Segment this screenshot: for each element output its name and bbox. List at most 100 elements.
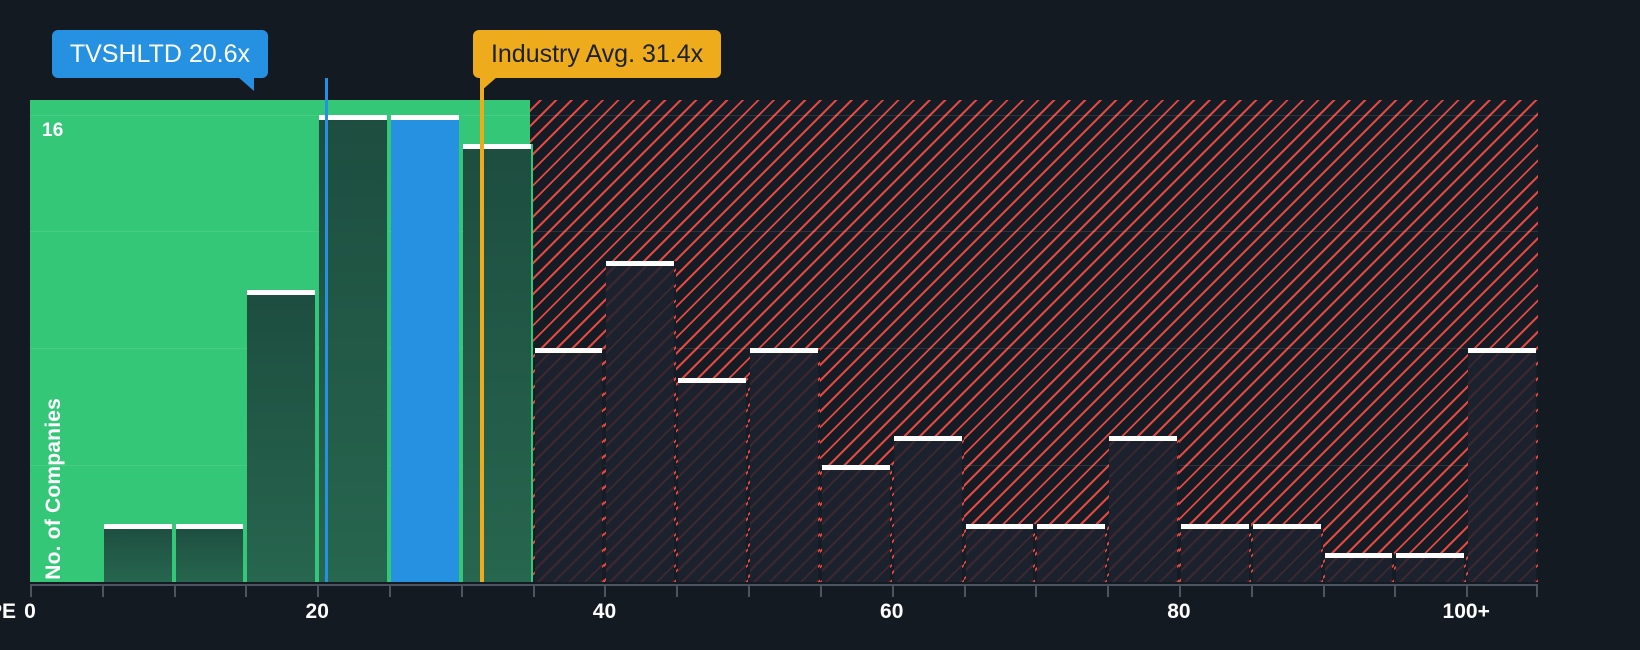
x-axis-tick bbox=[1107, 584, 1110, 597]
bar-body bbox=[965, 523, 1034, 582]
company-callout[interactable]: TVSHLTD 20.6x bbox=[51, 30, 268, 91]
overvalued-zone bbox=[530, 100, 1538, 582]
histogram-bar[interactable] bbox=[1037, 523, 1107, 583]
x-axis-tick-label: 40 bbox=[592, 600, 617, 623]
x-axis-tick-label: 0 bbox=[24, 600, 36, 623]
bar-top-cap bbox=[319, 114, 388, 120]
histogram-bar[interactable] bbox=[103, 523, 174, 583]
bar-top-cap bbox=[1109, 435, 1177, 441]
bar-body bbox=[175, 523, 244, 582]
histogram-bar[interactable] bbox=[821, 465, 892, 582]
x-axis-tick-label: 100+ bbox=[1442, 600, 1490, 623]
bar-body bbox=[462, 143, 531, 582]
x-axis-tick-labels: 0 20 40 60 80 100+ bbox=[0, 600, 1640, 640]
bar-top-cap bbox=[391, 114, 459, 120]
x-axis-tick bbox=[963, 584, 966, 597]
industry-callout-label: Industry Avg. 31.4x bbox=[490, 39, 704, 68]
x-axis-tick bbox=[101, 584, 104, 597]
x-axis-tick bbox=[1394, 584, 1397, 597]
bar-top-cap bbox=[247, 289, 316, 295]
x-axis-tick bbox=[891, 584, 894, 597]
bar-body bbox=[103, 523, 172, 582]
histogram-bar[interactable] bbox=[1396, 552, 1466, 583]
histogram-bar[interactable] bbox=[893, 435, 964, 583]
histogram-bar[interactable] bbox=[391, 114, 461, 583]
histogram-bar[interactable] bbox=[462, 143, 533, 583]
bar-top-cap bbox=[103, 523, 172, 529]
x-axis-tick bbox=[1035, 584, 1038, 597]
callout-tail bbox=[480, 77, 497, 91]
x-axis-tick bbox=[676, 584, 679, 597]
histogram-bar[interactable] bbox=[175, 523, 246, 583]
bar-top-cap bbox=[1180, 523, 1249, 529]
gridline bbox=[30, 114, 1538, 116]
bar-body bbox=[1180, 523, 1249, 582]
bar-top-cap bbox=[462, 143, 531, 149]
bar-body bbox=[750, 348, 818, 582]
bar-body bbox=[1468, 348, 1536, 582]
bars-layer bbox=[30, 100, 1538, 583]
histogram-bar[interactable] bbox=[534, 348, 605, 582]
x-axis-tick bbox=[30, 584, 32, 597]
bar-top-cap bbox=[821, 465, 890, 471]
bar-body bbox=[319, 114, 388, 582]
x-axis-tick bbox=[748, 584, 751, 597]
bar-top-cap bbox=[1396, 552, 1465, 558]
company-callout-label: TVSHLTD 20.6x bbox=[69, 39, 250, 68]
bar-top-cap bbox=[965, 523, 1034, 529]
x-axis-tick bbox=[1178, 584, 1181, 597]
bar-body bbox=[1109, 435, 1177, 582]
x-axis-tick-label: 80 bbox=[1167, 600, 1191, 623]
x-axis-tick-label: 60 bbox=[880, 600, 904, 623]
gridline bbox=[30, 231, 1538, 233]
x-axis-tick bbox=[604, 584, 607, 597]
histogram-bar[interactable] bbox=[750, 348, 820, 582]
histogram-bar[interactable] bbox=[606, 260, 677, 583]
bar-top-cap bbox=[1252, 523, 1321, 529]
histogram-bar[interactable] bbox=[1252, 523, 1323, 583]
bar-body bbox=[893, 435, 962, 582]
x-axis-tick bbox=[317, 584, 320, 597]
histogram-bar[interactable] bbox=[1468, 348, 1538, 582]
x-axis-tick bbox=[1466, 584, 1469, 597]
histogram-bar[interactable] bbox=[1109, 435, 1179, 583]
bar-top-cap bbox=[678, 377, 747, 383]
company-marker-line bbox=[324, 78, 328, 582]
x-axis-line bbox=[30, 584, 1538, 597]
bar-body bbox=[247, 289, 316, 582]
histogram-bar[interactable] bbox=[1180, 523, 1251, 583]
x-axis-tick bbox=[1250, 584, 1253, 597]
x-axis-tick bbox=[245, 584, 248, 597]
x-axis-tick bbox=[173, 584, 176, 597]
histogram-bar[interactable] bbox=[965, 523, 1036, 583]
bar-body bbox=[1252, 523, 1321, 582]
bar-top-cap bbox=[1324, 552, 1393, 558]
x-axis-prefix-label: PE bbox=[0, 600, 16, 623]
x-axis-tick bbox=[389, 584, 392, 597]
industry-callout[interactable]: Industry Avg. 31.4x bbox=[472, 30, 722, 91]
bar-top-cap bbox=[175, 523, 244, 529]
x-axis-tick bbox=[532, 584, 535, 597]
bar-body bbox=[821, 465, 890, 582]
histogram-bar[interactable] bbox=[247, 289, 318, 583]
bar-top-cap bbox=[1037, 523, 1106, 529]
histogram-bar[interactable] bbox=[678, 377, 748, 583]
bar-body bbox=[1037, 523, 1106, 582]
bar-body bbox=[534, 348, 603, 582]
bar-top-cap bbox=[750, 348, 818, 354]
callout-tail bbox=[238, 77, 254, 91]
plot-area: 16 No. of Companies bbox=[30, 100, 1538, 583]
bar-top-cap bbox=[606, 260, 675, 266]
x-axis-tick bbox=[460, 584, 463, 597]
y-axis-top-value: 16 bbox=[42, 120, 64, 141]
x-axis-tick-label: 20 bbox=[305, 600, 329, 623]
histogram-bar[interactable] bbox=[1324, 552, 1395, 583]
y-axis-title: No. of Companies bbox=[42, 398, 65, 580]
bar-top-cap bbox=[893, 435, 962, 441]
bar-top-cap bbox=[534, 348, 603, 354]
bar-top-cap bbox=[1468, 348, 1536, 354]
histogram-bar[interactable] bbox=[319, 114, 389, 583]
bar-body bbox=[678, 377, 747, 582]
bar-body bbox=[391, 114, 459, 582]
